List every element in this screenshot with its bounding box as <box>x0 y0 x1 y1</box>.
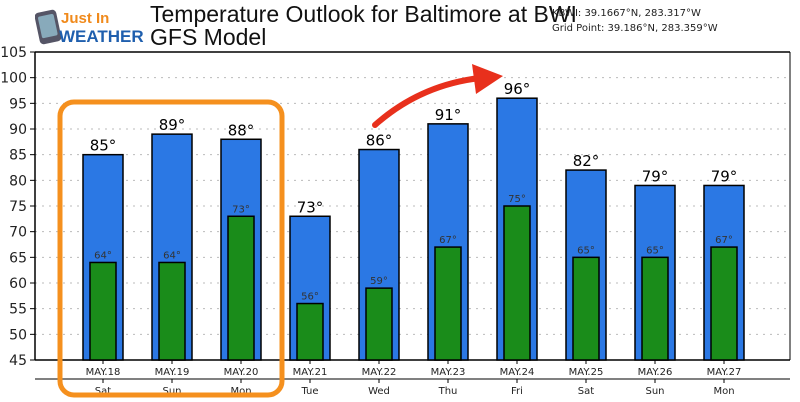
x-tick-label: MAY.20 <box>224 367 259 378</box>
day-label: Sun <box>162 386 181 397</box>
day-label: Mon <box>713 386 734 397</box>
day-label: Tue <box>300 386 318 397</box>
low-bar <box>710 246 738 361</box>
y-tick-label: 105 <box>0 45 27 61</box>
y-tick-label: 80 <box>9 173 27 189</box>
x-tick-label: MAY.24 <box>500 367 535 378</box>
y-tick-label: 90 <box>9 122 27 138</box>
low-bar <box>89 261 117 361</box>
low-label: 67° <box>439 235 457 246</box>
y-tick-label: 65 <box>9 250 27 266</box>
high-label: 96° <box>504 80 531 98</box>
y-tick-label: 45 <box>9 353 27 369</box>
grid-point-coords: Grid Point: 39.186°N, 283.359°W <box>552 23 718 34</box>
low-bar <box>503 205 531 361</box>
highlight-box <box>57 99 285 398</box>
high-label: 91° <box>435 106 462 124</box>
low-label: 67° <box>715 235 733 246</box>
low-label: 56° <box>301 292 319 303</box>
day-label: Sun <box>645 386 664 397</box>
x-tick-label: MAY.23 <box>431 367 466 378</box>
y-tick-label: 60 <box>9 276 27 292</box>
low-bar <box>158 261 186 361</box>
x-tick-label: MAY.22 <box>362 367 397 378</box>
coordinates: KBWI: 39.1667°N, 283.317°W Grid Point: 3… <box>552 6 718 36</box>
station-coords: KBWI: 39.1667°N, 283.317°W <box>552 8 701 19</box>
y-tick-label: 95 <box>9 96 27 112</box>
low-label: 65° <box>646 245 664 256</box>
low-bar <box>641 256 669 361</box>
day-label: Mon <box>230 386 251 397</box>
logo-text-2: WEATHER <box>59 27 144 46</box>
low-label: 73° <box>232 204 250 215</box>
low-label: 64° <box>94 250 112 261</box>
low-label: 75° <box>508 194 526 205</box>
high-label: 86° <box>366 132 393 150</box>
x-tick-label: MAY.21 <box>293 367 328 378</box>
low-bar <box>434 246 462 361</box>
y-tick-label: 85 <box>9 148 27 164</box>
x-tick-label: MAY.19 <box>155 367 190 378</box>
x-tick-label: MAY.25 <box>569 367 604 378</box>
low-bar <box>365 287 393 361</box>
y-tick-label: 100 <box>0 71 27 87</box>
high-label: 88° <box>228 121 255 139</box>
day-label: Fri <box>511 386 523 397</box>
high-label: 79° <box>642 167 669 185</box>
high-label: 82° <box>573 152 600 170</box>
chart-subtitle: GFS Model <box>150 24 267 50</box>
low-bar <box>296 302 324 361</box>
y-tick-label: 70 <box>9 225 27 241</box>
low-bar <box>572 256 600 361</box>
high-label: 73° <box>297 198 324 216</box>
x-tick-label: MAY.27 <box>707 367 742 378</box>
y-tick-label: 75 <box>9 199 27 215</box>
trend-arrow <box>372 75 483 128</box>
y-tick-label: 55 <box>9 302 27 318</box>
day-label: Sat <box>578 386 594 397</box>
just-in-weather-logo: Just In WEATHER <box>35 9 144 46</box>
day-label: Wed <box>368 386 390 397</box>
low-label: 64° <box>163 250 181 261</box>
x-tick-label: MAY.18 <box>86 367 121 378</box>
arrow-head <box>472 64 503 94</box>
day-label: Thu <box>438 386 458 397</box>
low-label: 59° <box>370 276 388 287</box>
logo-text-1: Just In <box>61 10 109 27</box>
high-label: 85° <box>90 137 117 155</box>
day-label: Sat <box>95 386 111 397</box>
y-tick-label: 50 <box>9 327 27 343</box>
x-tick-label: MAY.26 <box>638 367 673 378</box>
low-bar <box>227 215 255 361</box>
high-label: 79° <box>711 167 738 185</box>
high-label: 89° <box>159 116 186 134</box>
low-label: 65° <box>577 245 595 256</box>
chart-title: Temperature Outlook for Baltimore at BWI <box>150 1 577 27</box>
